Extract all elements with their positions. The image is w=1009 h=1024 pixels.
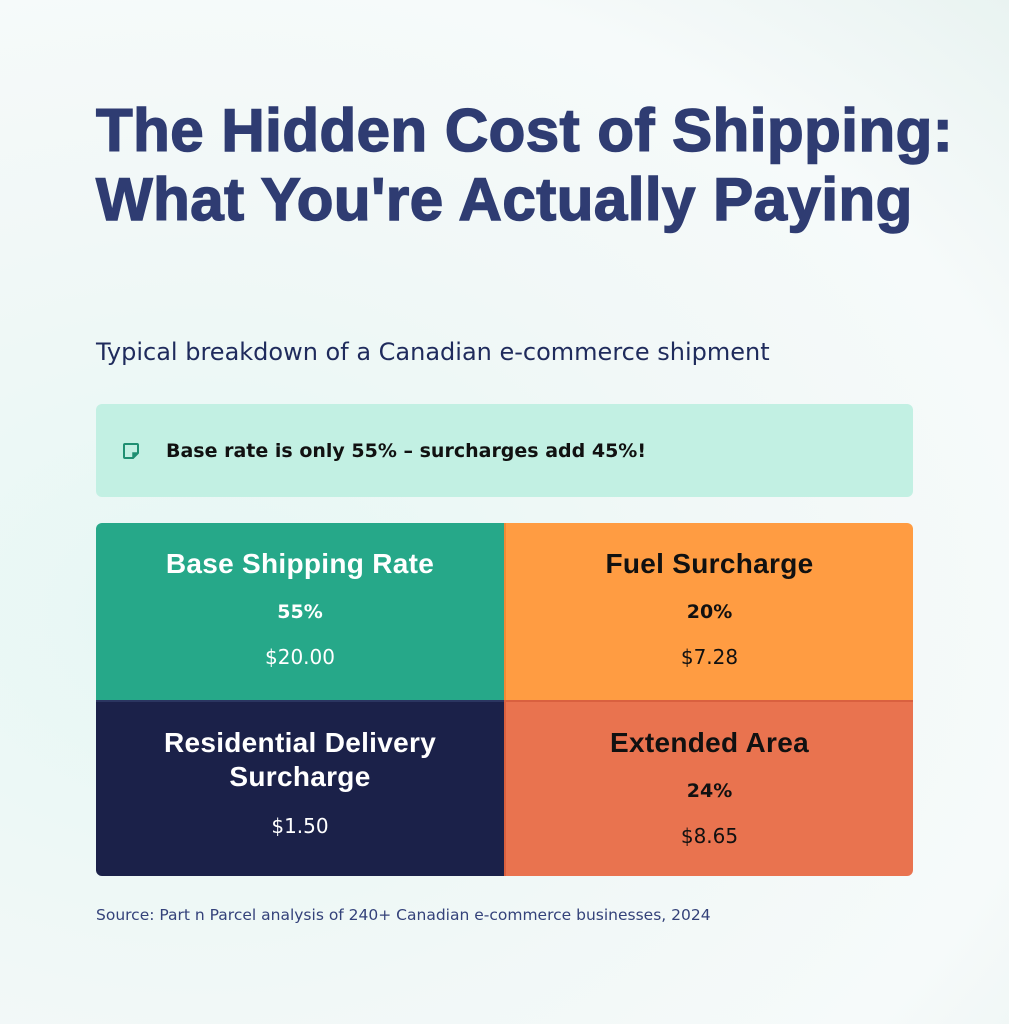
tile-name: Fuel Surcharge	[605, 548, 814, 579]
callout-text: Base rate is only 55% – surcharges add 4…	[166, 439, 647, 462]
tile-amount: $7.28	[680, 645, 739, 669]
tile-amount: $1.50	[271, 814, 329, 838]
tile-amount: $8.65	[680, 824, 739, 848]
source-note: Source: Part n Parcel analysis of 240+ C…	[96, 906, 711, 924]
cost-tile-extended-area: Extended Area 24% $8.65	[504, 700, 913, 876]
tile-percent: 24%	[686, 780, 733, 802]
cost-tile-residential-delivery: Residential Delivery Surcharge $1.50	[96, 700, 504, 876]
cost-tile-base-shipping: Base Shipping Rate 55% $20.00	[96, 523, 504, 700]
tile-name: Extended Area	[610, 727, 809, 758]
page-title: The Hidden Cost of Shipping: What You're…	[95, 96, 954, 234]
subtitle: Typical breakdown of a Canadian e-commer…	[96, 338, 770, 366]
tile-percent: 55%	[277, 601, 323, 623]
tile-name: Base Shipping Rate	[165, 548, 435, 579]
cost-breakdown-grid: Base Shipping Rate 55% $20.00 Fuel Surch…	[96, 523, 913, 876]
tile-name: Residential Delivery Surcharge	[163, 727, 437, 792]
cost-tile-fuel-surcharge: Fuel Surcharge 20% $7.28	[504, 523, 913, 700]
note-icon	[123, 442, 139, 459]
callout-banner: Base rate is only 55% – surcharges add 4…	[96, 404, 913, 497]
tile-amount: $20.00	[265, 645, 335, 669]
tile-percent: 20%	[686, 601, 733, 623]
